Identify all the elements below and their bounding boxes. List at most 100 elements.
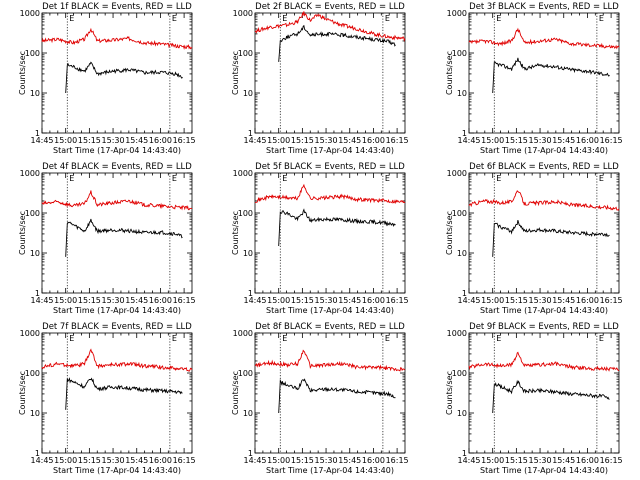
- x-tick-label: 16:15: [173, 136, 196, 145]
- x-tick-label: 14:45: [244, 296, 267, 305]
- y-tick-label: 1000: [446, 169, 466, 178]
- x-tick-label: 15:00: [268, 456, 291, 465]
- x-tick-label: 15:30: [315, 456, 338, 465]
- x-tick-label: 16:00: [362, 136, 385, 145]
- series-red-line: [41, 190, 193, 211]
- y-tick-label: 10: [456, 249, 466, 258]
- x-tick-label: 16:00: [362, 296, 385, 305]
- event-marker-label: E: [283, 174, 288, 183]
- x-axis-label: Start Time (17-Apr-04 14:43:40): [53, 146, 181, 155]
- event-marker-label: E: [496, 334, 501, 343]
- y-tick-label: 1: [35, 289, 40, 298]
- y-tick-label: 1: [462, 129, 467, 138]
- chart-title: Det 2f BLACK = Events, RED = LLD: [255, 2, 405, 12]
- y-tick-label: 1: [35, 129, 40, 138]
- event-marker-label: E: [69, 174, 74, 183]
- chart-panel-3: Det 3f BLACK = Events, RED = LLD 1 10 100 10…: [445, 2, 623, 155]
- x-axis-label: Start Time (17-Apr-04 14:43:40): [266, 306, 394, 315]
- x-tick-label: 15:00: [268, 136, 291, 145]
- chart-panel-2: Det 2f BLACK = Events, RED = LLD 1 10 100 10…: [231, 2, 409, 155]
- x-tick-label: 15:45: [552, 136, 575, 145]
- y-tick-label: 10: [243, 409, 253, 418]
- y-tick-label: 1: [248, 449, 253, 458]
- x-tick-label: 16:00: [576, 456, 599, 465]
- x-tick-label: 15:45: [125, 456, 148, 465]
- x-tick-label: 15:15: [505, 136, 528, 145]
- x-tick-label: 15:30: [528, 136, 551, 145]
- y-tick-label: 10: [30, 249, 40, 258]
- event-marker-label: E: [599, 174, 604, 183]
- x-tick-label: 16:00: [576, 136, 599, 145]
- x-tick-label: 16:15: [386, 296, 409, 305]
- x-tick-label: 15:00: [268, 296, 291, 305]
- y-axis-label: Counts/sec: [18, 51, 27, 95]
- x-tick-label: 15:30: [102, 456, 125, 465]
- y-tick-label: 10: [30, 89, 40, 98]
- y-tick-label: 10: [456, 89, 466, 98]
- event-marker-label: E: [283, 14, 288, 23]
- x-tick-label: 15:45: [339, 136, 362, 145]
- x-tick-label: 16:00: [149, 296, 172, 305]
- y-tick-label: 1: [35, 449, 40, 458]
- y-tick-label: 1000: [233, 329, 253, 338]
- x-tick-label: 14:45: [30, 136, 53, 145]
- y-tick-label: 1: [248, 129, 253, 138]
- x-tick-label: 15:00: [481, 456, 504, 465]
- x-tick-label: 15:30: [102, 296, 125, 305]
- series-red-line: [41, 348, 193, 372]
- series-black-line: [491, 379, 610, 414]
- series-red-line: [255, 349, 406, 372]
- y-tick-label: 100: [25, 49, 40, 58]
- x-axis-label: Start Time (17-Apr-04 14:43:40): [266, 466, 394, 475]
- plot-frame: [41, 12, 193, 134]
- plot-frame: [41, 172, 193, 294]
- y-tick-label: 1000: [446, 329, 466, 338]
- plot-frame: [254, 12, 406, 134]
- x-axis-label: Start Time (17-Apr-04 14:43:40): [480, 466, 608, 475]
- y-axis-label: Counts/sec: [18, 211, 27, 255]
- series-black-line: [491, 219, 610, 257]
- x-tick-label: 15:00: [54, 456, 77, 465]
- x-tick-label: 16:00: [149, 456, 172, 465]
- x-tick-label: 14:45: [30, 456, 53, 465]
- y-axis-label: Counts/sec: [231, 211, 240, 255]
- x-tick-label: 15:30: [315, 136, 338, 145]
- plot-frame: [468, 172, 620, 294]
- chart-title: Det 3f BLACK = Events, RED = LLD: [469, 2, 619, 12]
- y-tick-label: 1: [462, 449, 467, 458]
- event-marker-label: E: [69, 14, 74, 23]
- x-tick-label: 15:45: [125, 136, 148, 145]
- x-tick-label: 15:00: [54, 296, 77, 305]
- x-tick-label: 16:00: [576, 296, 599, 305]
- chart-panel-6: Det 6f BLACK = Events, RED = LLD 1 10 100 10…: [445, 162, 623, 315]
- x-tick-label: 15:15: [291, 296, 314, 305]
- chart-title: Det 5f BLACK = Events, RED = LLD: [255, 162, 405, 172]
- event-marker-label: E: [69, 334, 74, 343]
- y-tick-label: 10: [456, 409, 466, 418]
- x-tick-label: 15:30: [315, 296, 338, 305]
- x-tick-label: 16:15: [173, 296, 196, 305]
- event-marker-label: E: [283, 334, 288, 343]
- chart-title: Det 1f BLACK = Events, RED = LLD: [42, 2, 192, 12]
- x-tick-label: 15:15: [505, 456, 528, 465]
- x-tick-label: 16:15: [599, 296, 622, 305]
- series-red-line: [468, 351, 619, 372]
- chart-panel-7: Det 7f BLACK = Events, RED = LLD 1 10 100 10…: [18, 322, 196, 475]
- x-axis-label: Start Time (17-Apr-04 14:43:40): [480, 306, 608, 315]
- event-marker-label: E: [385, 14, 390, 23]
- x-tick-label: 16:00: [149, 136, 172, 145]
- plot-frame: [468, 332, 620, 454]
- event-marker-label: E: [385, 334, 390, 343]
- event-marker-label: E: [172, 334, 177, 343]
- series-black-line: [65, 377, 183, 410]
- chart-title: Det 9f BLACK = Events, RED = LLD: [469, 322, 619, 332]
- y-tick-label: 100: [451, 369, 466, 378]
- x-tick-label: 15:15: [291, 136, 314, 145]
- y-tick-label: 100: [451, 49, 466, 58]
- x-tick-label: 15:15: [78, 296, 101, 305]
- chart-panel-1: Det 1f BLACK = Events, RED = LLD 1 10 100 10…: [18, 2, 196, 155]
- x-tick-label: 15:45: [339, 296, 362, 305]
- y-tick-label: 1000: [20, 329, 40, 338]
- event-marker-label: E: [172, 14, 177, 23]
